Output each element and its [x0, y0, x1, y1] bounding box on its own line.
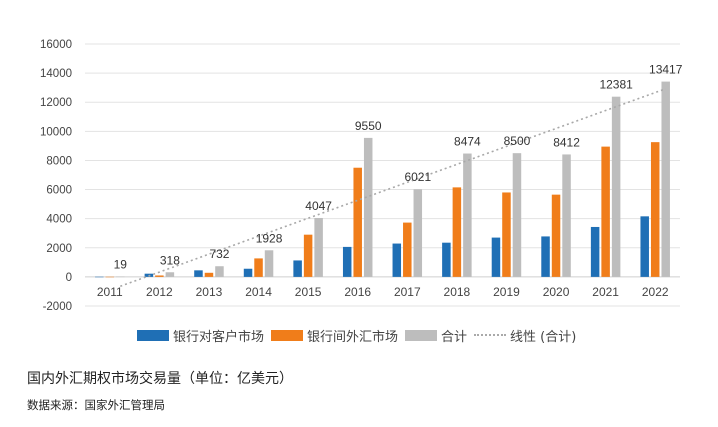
bar-total — [165, 272, 175, 277]
data-label-total: 6021 — [404, 170, 431, 184]
bar-interbank — [353, 167, 362, 277]
bar-interbank — [551, 194, 561, 277]
bar-interbank — [650, 142, 660, 277]
bar-client — [194, 270, 203, 277]
chart-caption: 国内外汇期权市场交易量（单位：亿美元） — [27, 371, 293, 387]
legend-swatch-total — [405, 329, 437, 341]
data-label-total: 8412 — [553, 135, 580, 149]
data-labels: 19 318 732 1928 4047 9550 6021 8474 8500 8412 1238… — [114, 63, 683, 272]
data-label-total: 1928 — [256, 231, 283, 245]
legend-label-total: 合计 — [441, 329, 468, 345]
y-tick-label: 12000 — [40, 97, 72, 109]
bar-total — [363, 137, 373, 277]
bar-client — [541, 236, 550, 277]
legend-item-total: 合计 — [405, 325, 467, 345]
bar-total — [661, 81, 670, 277]
bar-client — [95, 276, 104, 278]
bar-total — [116, 276, 125, 278]
bar-client — [640, 216, 649, 277]
x-tick-label: 2015 — [295, 285, 322, 299]
bar-interbank — [254, 258, 263, 277]
bar-total — [264, 250, 274, 277]
y-tick-label: 6000 — [46, 185, 72, 197]
y-tick-label: 0 — [66, 272, 72, 284]
legend-item-client: 银行对客户市场 — [137, 325, 264, 345]
bar-client — [590, 226, 600, 277]
bar-total — [413, 189, 423, 277]
bar-total — [463, 153, 472, 277]
bar-client — [491, 237, 501, 277]
bar-total — [314, 217, 323, 277]
chart: 19 318 732 1928 4047 9550 6021 8474 8500 8412 1238… — [40, 39, 683, 313]
bar-client — [342, 246, 352, 277]
legend-swatch-interbank — [271, 329, 303, 341]
data-label-total: 9550 — [355, 119, 382, 133]
x-tick-label: 2014 — [245, 285, 272, 299]
y-tick-label: 10000 — [40, 126, 72, 138]
x-tick-label: 2013 — [196, 285, 223, 299]
bar-client — [442, 242, 451, 277]
x-tick-label: 2021 — [592, 285, 619, 299]
y-tick-label: 2000 — [46, 243, 72, 255]
data-label-total: 8500 — [504, 134, 531, 148]
bar-interbank — [403, 222, 412, 277]
data-label-total: 318 — [160, 253, 180, 267]
trendline — [120, 87, 666, 288]
x-tick-label: 2020 — [543, 285, 570, 299]
bar-total — [562, 154, 571, 277]
legend-label-client: 银行对客户市场 — [173, 329, 265, 345]
bar-interbank — [502, 192, 511, 277]
data-source: 数据来源：国家外汇管理局 — [27, 398, 165, 412]
data-label-total: 4047 — [305, 199, 332, 213]
y-tick-label: 16000 — [40, 39, 72, 51]
x-tick-label: 2017 — [394, 285, 421, 299]
legend-item-interbank: 银行间外汇市场 — [271, 325, 398, 345]
bar-client — [293, 260, 302, 277]
x-tick-label: 2022 — [642, 285, 669, 299]
axis-labels: -2000 0 2000 4000 6000 8000 10000 12000 14000 160… — [40, 39, 669, 313]
legend-swatch-trend — [474, 334, 506, 336]
y-tick-label: 8000 — [46, 155, 72, 167]
legend-label-interbank: 银行间外汇市场 — [307, 329, 399, 345]
data-label-total: 8474 — [454, 135, 481, 149]
data-label-total: 732 — [209, 247, 229, 261]
data-label-total: 13417 — [649, 63, 683, 77]
bar-client — [243, 268, 253, 277]
bars — [95, 81, 670, 278]
data-label-total: 12381 — [599, 78, 633, 92]
trendline-total — [120, 87, 666, 288]
bar-interbank — [303, 234, 313, 277]
bar-interbank — [105, 276, 115, 278]
y-tick-label: 4000 — [46, 214, 72, 226]
x-tick-label: 2019 — [493, 285, 520, 299]
bar-total — [215, 266, 224, 277]
legend-swatch-client — [137, 329, 169, 341]
x-tick-label: 2012 — [146, 285, 173, 299]
legend-item-trend: 线性 (合计) — [474, 325, 576, 345]
gridlines — [85, 43, 680, 307]
data-label-total: 19 — [114, 258, 128, 272]
bar-total — [512, 153, 522, 277]
bar-total — [611, 96, 621, 277]
bar-interbank — [155, 275, 164, 277]
y-tick-label: -2000 — [43, 301, 72, 313]
bar-interbank — [204, 272, 214, 277]
x-tick-label: 2011 — [97, 285, 123, 299]
legend: 银行对客户市场 银行间外汇市场 合计 线性 (合计) — [0, 325, 718, 345]
x-tick-label: 2016 — [344, 285, 371, 299]
bar-interbank — [452, 187, 462, 277]
legend-label-trend: 线性 (合计) — [510, 329, 577, 345]
bar-client — [392, 243, 402, 277]
y-tick-label: 14000 — [40, 68, 72, 80]
x-tick-label: 2018 — [444, 285, 471, 299]
bar-interbank — [601, 146, 610, 277]
